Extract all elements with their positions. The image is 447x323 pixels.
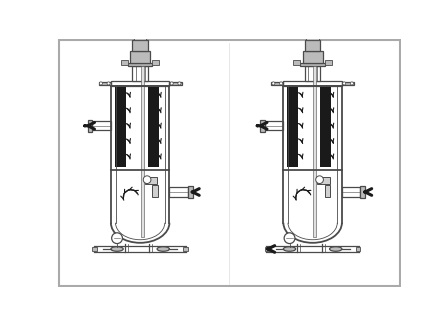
Ellipse shape [283, 247, 296, 251]
Circle shape [350, 82, 354, 85]
Circle shape [178, 82, 181, 85]
Bar [342, 187, 360, 197]
Bar [134, 36, 146, 39]
Bar [152, 185, 158, 197]
Bar [303, 51, 323, 63]
Bar [313, 66, 316, 237]
Circle shape [284, 233, 295, 244]
Bar [265, 247, 270, 251]
Bar [293, 60, 300, 65]
Ellipse shape [157, 247, 169, 251]
Bar [325, 185, 330, 197]
Circle shape [143, 176, 151, 183]
Bar [260, 120, 265, 132]
Circle shape [272, 82, 275, 85]
Bar [132, 66, 148, 81]
Bar [121, 60, 128, 65]
Bar [360, 186, 365, 198]
Bar [88, 120, 93, 132]
Bar [132, 39, 148, 51]
Bar [169, 187, 188, 197]
Circle shape [170, 82, 173, 85]
Circle shape [107, 82, 110, 85]
Bar [169, 82, 182, 85]
Bar [148, 87, 159, 167]
Bar [145, 177, 157, 183]
Bar [183, 247, 188, 251]
Bar [141, 66, 144, 237]
Bar [305, 39, 320, 51]
Bar [128, 63, 152, 66]
Bar [342, 82, 354, 85]
Circle shape [112, 233, 122, 244]
Circle shape [99, 82, 102, 85]
Bar [93, 247, 97, 251]
Bar [305, 66, 320, 81]
Bar [265, 121, 283, 130]
Bar [99, 82, 111, 85]
Circle shape [343, 82, 346, 85]
Bar [356, 247, 360, 251]
Bar [271, 82, 283, 85]
Bar [115, 87, 126, 167]
Bar [111, 81, 169, 86]
Bar [188, 186, 193, 198]
Ellipse shape [329, 247, 342, 251]
Bar [287, 87, 298, 167]
Bar [152, 60, 160, 65]
Bar [320, 87, 331, 167]
Bar [93, 121, 111, 130]
Bar [307, 36, 319, 39]
Bar [325, 60, 332, 65]
Ellipse shape [111, 247, 123, 251]
Bar [283, 81, 342, 86]
Circle shape [316, 176, 324, 183]
Bar [130, 51, 150, 63]
Bar [317, 177, 329, 183]
Bar [300, 63, 325, 66]
Circle shape [279, 82, 283, 85]
